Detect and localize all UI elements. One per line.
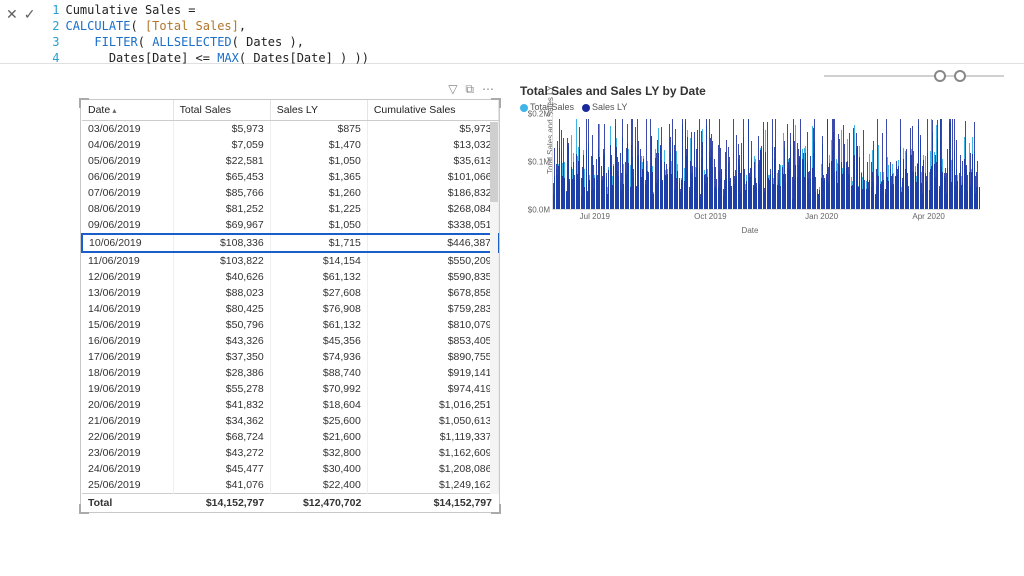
more-options-icon[interactable]: ⋯ xyxy=(482,82,494,97)
x-axis-ticks: Jul 2019Oct 2019Jan 2020Apr 2020 xyxy=(552,212,980,224)
table-row[interactable]: 07/06/2019$85,766$1,260$186,832 xyxy=(82,185,498,201)
table-row[interactable]: 09/06/2019$69,967$1,050$338,051 xyxy=(82,217,498,234)
slider-handle-left[interactable] xyxy=(934,70,946,82)
table-row[interactable]: 06/06/2019$65,453$1,365$101,066 xyxy=(82,169,498,185)
visual-toolbar: ▽ ⧉ ⋯ xyxy=(80,82,500,99)
chart-title: Total Sales and Sales LY by Date xyxy=(520,84,980,98)
table-row[interactable]: 08/06/2019$81,252$1,225$268,084 xyxy=(82,201,498,217)
chart-legend[interactable]: Total SalesSales LY xyxy=(520,102,980,112)
column-header[interactable]: Sales LY xyxy=(270,100,367,121)
chart-visual[interactable]: Total Sales and Sales LY by Date Total S… xyxy=(520,82,980,513)
table-row[interactable]: 20/06/2019$41,832$18,604$1,016,251 xyxy=(82,397,498,413)
column-header[interactable]: Date xyxy=(82,100,173,121)
table-scrollbar[interactable] xyxy=(490,122,498,494)
table-row[interactable]: 13/06/2019$88,023$27,608$678,858 xyxy=(82,285,498,301)
report-canvas: ▽ ⧉ ⋯ DateTotal SalesSales LYCumulative … xyxy=(0,64,1024,513)
table-row[interactable]: 19/06/2019$55,278$70,992$974,419 xyxy=(82,381,498,397)
focus-mode-icon[interactable]: ⧉ xyxy=(465,82,474,97)
table-row[interactable]: 21/06/2019$34,362$25,600$1,050,613 xyxy=(82,413,498,429)
table-row[interactable]: 15/06/2019$50,796$61,132$810,079 xyxy=(82,317,498,333)
data-table: DateTotal SalesSales LYCumulative Sales … xyxy=(81,100,499,512)
table-row[interactable]: 24/06/2019$45,477$30,400$1,208,086 xyxy=(82,461,498,477)
formula-editor[interactable]: 1Cumulative Sales =2CALCULATE( [Total Sa… xyxy=(41,2,368,66)
table-header-row[interactable]: DateTotal SalesSales LYCumulative Sales xyxy=(82,100,498,121)
table-row[interactable]: 17/06/2019$37,350$74,936$890,755 xyxy=(82,349,498,365)
formula-actions: ✕ ✓ xyxy=(4,2,41,23)
table-total-row: Total$14,152,797$12,470,702$14,152,797 xyxy=(82,494,498,513)
table-row[interactable]: 16/06/2019$43,326$45,356$853,405 xyxy=(82,333,498,349)
formula-bar: ✕ ✓ 1Cumulative Sales =2CALCULATE( [Tota… xyxy=(0,0,1024,64)
slider-handle-right[interactable] xyxy=(954,70,966,82)
table-visual[interactable]: DateTotal SalesSales LYCumulative Sales … xyxy=(80,99,500,513)
chart-plot xyxy=(552,114,980,210)
table-row[interactable]: 10/06/2019$108,336$1,715$446,387 xyxy=(82,234,498,252)
table-visual-container: ▽ ⧉ ⋯ DateTotal SalesSales LYCumulative … xyxy=(80,82,500,513)
table-row[interactable]: 12/06/2019$40,626$61,132$590,835 xyxy=(82,269,498,285)
table-row[interactable]: 03/06/2019$5,973$875$5,973 xyxy=(82,121,498,138)
chart-plot-area: Total Sales and Sales LY $0.2M$0.1M$0.0M… xyxy=(552,114,980,224)
table-row[interactable]: 18/06/2019$28,386$88,740$919,141 xyxy=(82,365,498,381)
legend-item[interactable]: Sales LY xyxy=(582,102,627,112)
x-axis-label: Date xyxy=(520,226,980,235)
table-row[interactable]: 14/06/2019$80,425$76,908$759,283 xyxy=(82,301,498,317)
column-header[interactable]: Cumulative Sales xyxy=(367,100,498,121)
table-row[interactable]: 05/06/2019$22,581$1,050$35,613 xyxy=(82,153,498,169)
cancel-formula-icon[interactable]: ✕ xyxy=(6,6,18,23)
table-body: 03/06/2019$5,973$875$5,97304/06/2019$7,0… xyxy=(82,121,498,494)
table-row[interactable]: 25/06/2019$41,076$22,400$1,249,162 xyxy=(82,477,498,494)
table-row[interactable]: 23/06/2019$43,272$32,800$1,162,609 xyxy=(82,445,498,461)
commit-formula-icon[interactable]: ✓ xyxy=(24,6,36,23)
slider-track xyxy=(824,75,1004,77)
filter-icon[interactable]: ▽ xyxy=(448,82,457,97)
column-header[interactable]: Total Sales xyxy=(173,100,270,121)
table-row[interactable]: 22/06/2019$68,724$21,600$1,119,337 xyxy=(82,429,498,445)
zoom-slider[interactable] xyxy=(824,66,1004,86)
scrollbar-thumb[interactable] xyxy=(490,122,498,202)
table-row[interactable]: 11/06/2019$103,822$14,154$550,209 xyxy=(82,252,498,269)
table-row[interactable]: 04/06/2019$7,059$1,470$13,032 xyxy=(82,137,498,153)
y-axis-ticks: $0.2M$0.1M$0.0M xyxy=(522,114,550,210)
